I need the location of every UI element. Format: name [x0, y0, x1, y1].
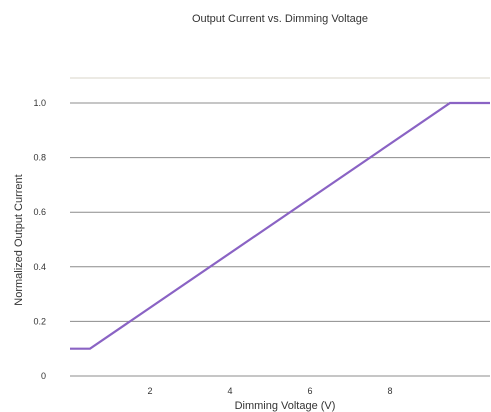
- y-tick-label-5: 1.0: [33, 98, 46, 108]
- y-axis-label: Normalized Output Current: [13, 174, 25, 305]
- x-tick-label-3: 8: [387, 386, 392, 396]
- chart-title: Output Current vs. Dimming Voltage: [192, 13, 368, 25]
- y-tick-label-3: 0.6: [33, 207, 46, 217]
- x-tick-label-2: 6: [307, 386, 312, 396]
- series-line: [70, 101, 490, 350]
- x-tick-label-1: 4: [227, 386, 232, 396]
- y-tick-label-2: 0.4: [33, 262, 46, 272]
- y-tick-label-0: 0: [41, 371, 46, 381]
- x-axis-label: Dimming Voltage (V): [235, 400, 336, 412]
- x-ticks: 2 4 6 8: [147, 386, 392, 396]
- y-ticks: 0 0.2 0.4 0.6 0.8 1.0: [33, 98, 46, 381]
- grid: [70, 102, 490, 377]
- x-tick-label-0: 2: [147, 386, 152, 396]
- y-tick-label-1: 0.2: [33, 316, 46, 326]
- y-tick-label-4: 0.8: [33, 153, 46, 163]
